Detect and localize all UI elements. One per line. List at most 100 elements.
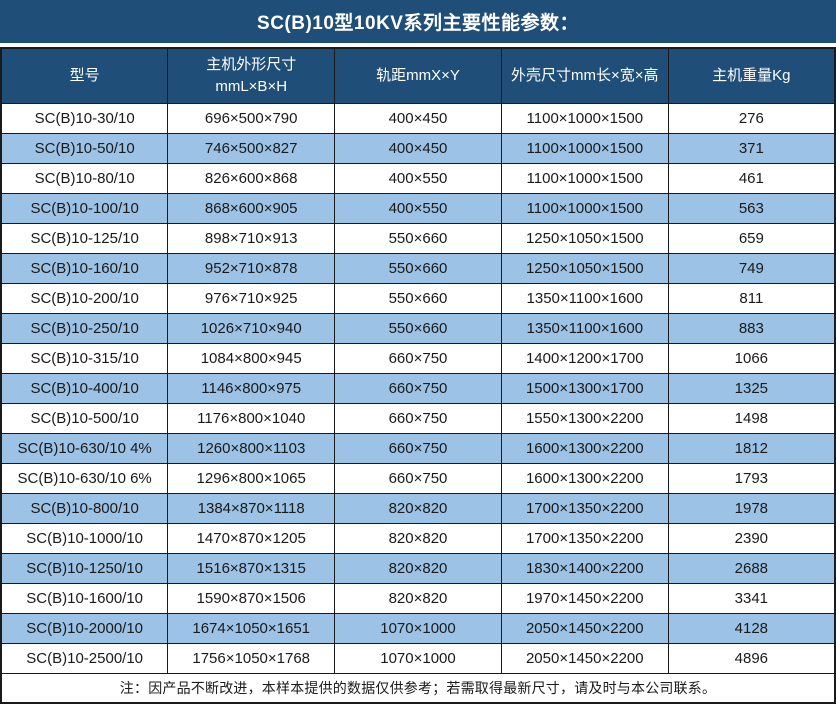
table-cell: SC(B)10-125/10 bbox=[0, 223, 169, 254]
table-cell: 3341 bbox=[667, 583, 836, 614]
table-cell: 1070×1000 bbox=[334, 613, 502, 644]
table-cell: 1700×1350×2200 bbox=[500, 493, 669, 524]
table-row: SC(B)10-2000/10 1674×1050×1651 1070×1000 20… bbox=[0, 613, 836, 644]
table-cell: 1498 bbox=[667, 403, 836, 434]
table-cell: 461 bbox=[667, 163, 836, 194]
table-cell: 749 bbox=[667, 253, 836, 284]
table-cell: 550×660 bbox=[334, 253, 502, 284]
table-header: 型号 主机外形尺寸 mmL×B×H 轨距mmX×Y 外壳尺寸mm长×宽×高 主机… bbox=[0, 47, 836, 104]
table-cell: 820×820 bbox=[334, 583, 502, 614]
table-row: SC(B)10-200/10 976×710×925 550×660 1350×110… bbox=[0, 283, 836, 314]
table-cell: 400×550 bbox=[334, 163, 502, 194]
column-header-shell-dims: 外壳尺寸mm长×宽×高 bbox=[500, 47, 669, 104]
table-cell: SC(B)10-1000/10 bbox=[0, 523, 169, 554]
table-row: SC(B)10-1000/10 1470×870×1205 820×820 1700×… bbox=[0, 523, 836, 554]
table-cell: 1026×710×940 bbox=[167, 313, 336, 344]
table-cell: 1250×1050×1500 bbox=[500, 223, 669, 254]
table-cell: 898×710×913 bbox=[167, 223, 336, 254]
table-cell: 1812 bbox=[667, 433, 836, 464]
table-cell: 660×750 bbox=[334, 373, 502, 404]
table-cell: SC(B)10-200/10 bbox=[0, 283, 169, 314]
table-footer: 注：因产品不断改进，本样本提供的数据仅供参考；若需取得最新尺寸，请及时与本公司联… bbox=[0, 673, 836, 704]
table-cell: SC(B)10-400/10 bbox=[0, 373, 169, 404]
table-row: SC(B)10-125/10 898×710×913 550×660 1250×105… bbox=[0, 223, 836, 254]
table-cell: 660×750 bbox=[334, 463, 502, 494]
table-cell: 550×660 bbox=[334, 223, 502, 254]
table-cell: 1350×1100×1600 bbox=[500, 283, 669, 314]
table-cell: SC(B)10-80/10 bbox=[0, 163, 169, 194]
table-cell: 1978 bbox=[667, 493, 836, 524]
table-cell: SC(B)10-2500/10 bbox=[0, 643, 169, 674]
table-cell: 1674×1050×1651 bbox=[167, 613, 336, 644]
table-cell: 2390 bbox=[667, 523, 836, 554]
table-cell: 1830×1400×2200 bbox=[500, 553, 669, 584]
column-header-rail-gauge: 轨距mmX×Y bbox=[334, 47, 502, 104]
table-cell: 883 bbox=[667, 313, 836, 344]
table-cell: 1250×1050×1500 bbox=[500, 253, 669, 284]
table-cell: 1700×1350×2200 bbox=[500, 523, 669, 554]
table-cell: SC(B)10-800/10 bbox=[0, 493, 169, 524]
table-row: SC(B)10-30/10 696×500×790 400×450 1100×1000… bbox=[0, 103, 836, 134]
table-cell: 1084×800×945 bbox=[167, 343, 336, 374]
table-row: SC(B)10-800/10 1384×870×1118 820×820 1700×1… bbox=[0, 493, 836, 524]
table-cell: 659 bbox=[667, 223, 836, 254]
table-row: SC(B)10-1600/10 1590×870×1506 820×820 1970×… bbox=[0, 583, 836, 614]
table-cell: 660×750 bbox=[334, 433, 502, 464]
table-cell: SC(B)10-160/10 bbox=[0, 253, 169, 284]
spec-table: 型号 主机外形尺寸 mmL×B×H 轨距mmX×Y 外壳尺寸mm长×宽×高 主机… bbox=[0, 47, 836, 704]
table-cell: 4896 bbox=[667, 643, 836, 674]
table-cell: 400×450 bbox=[334, 133, 502, 164]
table-body: SC(B)10-30/10 696×500×790 400×450 1100×1000… bbox=[0, 103, 836, 674]
table-cell: 1350×1100×1600 bbox=[500, 313, 669, 344]
table-row: SC(B)10-315/10 1084×800×945 660×750 1400×12… bbox=[0, 343, 836, 374]
table-cell: 1100×1000×1500 bbox=[500, 103, 669, 134]
header-row: 型号 主机外形尺寸 mmL×B×H 轨距mmX×Y 外壳尺寸mm长×宽×高 主机… bbox=[0, 47, 836, 104]
table-row: SC(B)10-80/10 826×600×868 400×550 1100×1000… bbox=[0, 163, 836, 194]
column-header-model: 型号 bbox=[0, 47, 169, 104]
table-row: SC(B)10-1250/10 1516×870×1315 820×820 1830×… bbox=[0, 553, 836, 584]
table-cell: SC(B)10-500/10 bbox=[0, 403, 169, 434]
table-cell: 2050×1450×2200 bbox=[500, 613, 669, 644]
table-cell: 400×450 bbox=[334, 103, 502, 134]
table-cell: 868×600×905 bbox=[167, 193, 336, 224]
table-cell: 1100×1000×1500 bbox=[500, 133, 669, 164]
table-cell: 820×820 bbox=[334, 553, 502, 584]
table-cell: 746×500×827 bbox=[167, 133, 336, 164]
table-cell: 1756×1050×1768 bbox=[167, 643, 336, 674]
table-row: SC(B)10-630/10 4% 1260×800×1103 660×750 160… bbox=[0, 433, 836, 464]
table-cell: 2050×1450×2200 bbox=[500, 643, 669, 674]
table-cell: SC(B)10-30/10 bbox=[0, 103, 169, 134]
table-row: SC(B)10-2500/10 1756×1050×1768 1070×1000 20… bbox=[0, 643, 836, 674]
table-cell: 1400×1200×1700 bbox=[500, 343, 669, 374]
table-cell: SC(B)10-315/10 bbox=[0, 343, 169, 374]
table-cell: 1100×1000×1500 bbox=[500, 163, 669, 194]
table-cell: SC(B)10-1250/10 bbox=[0, 553, 169, 584]
title-divider bbox=[0, 43, 836, 47]
column-header-weight: 主机重量Kg bbox=[667, 47, 836, 104]
table-cell: SC(B)10-1600/10 bbox=[0, 583, 169, 614]
table-cell: 660×750 bbox=[334, 343, 502, 374]
table-cell: 820×820 bbox=[334, 523, 502, 554]
table-cell: 696×500×790 bbox=[167, 103, 336, 134]
table-row: SC(B)10-400/10 1146×800×975 660×750 1500×13… bbox=[0, 373, 836, 404]
table-cell: SC(B)10-100/10 bbox=[0, 193, 169, 224]
table-cell: 820×820 bbox=[334, 493, 502, 524]
table-cell: 563 bbox=[667, 193, 836, 224]
table-cell: 1516×870×1315 bbox=[167, 553, 336, 584]
table-cell: 1070×1000 bbox=[334, 643, 502, 674]
table-cell: 1550×1300×2200 bbox=[500, 403, 669, 434]
page-title: SC(B)10型10KV系列主要性能参数： bbox=[0, 0, 836, 43]
table-cell: 4128 bbox=[667, 613, 836, 644]
table-cell: 811 bbox=[667, 283, 836, 314]
table-row: SC(B)10-100/10 868×600×905 400×550 1100×100… bbox=[0, 193, 836, 224]
table-cell: 1146×800×975 bbox=[167, 373, 336, 404]
table-cell: 660×750 bbox=[334, 403, 502, 434]
table-cell: 1470×870×1205 bbox=[167, 523, 336, 554]
table-cell: 976×710×925 bbox=[167, 283, 336, 314]
table-cell: 1500×1300×1700 bbox=[500, 373, 669, 404]
table-cell: 1296×800×1065 bbox=[167, 463, 336, 494]
table-cell: 952×710×878 bbox=[167, 253, 336, 284]
table-cell: SC(B)10-630/10 4% bbox=[0, 433, 169, 464]
table-cell: 1590×870×1506 bbox=[167, 583, 336, 614]
